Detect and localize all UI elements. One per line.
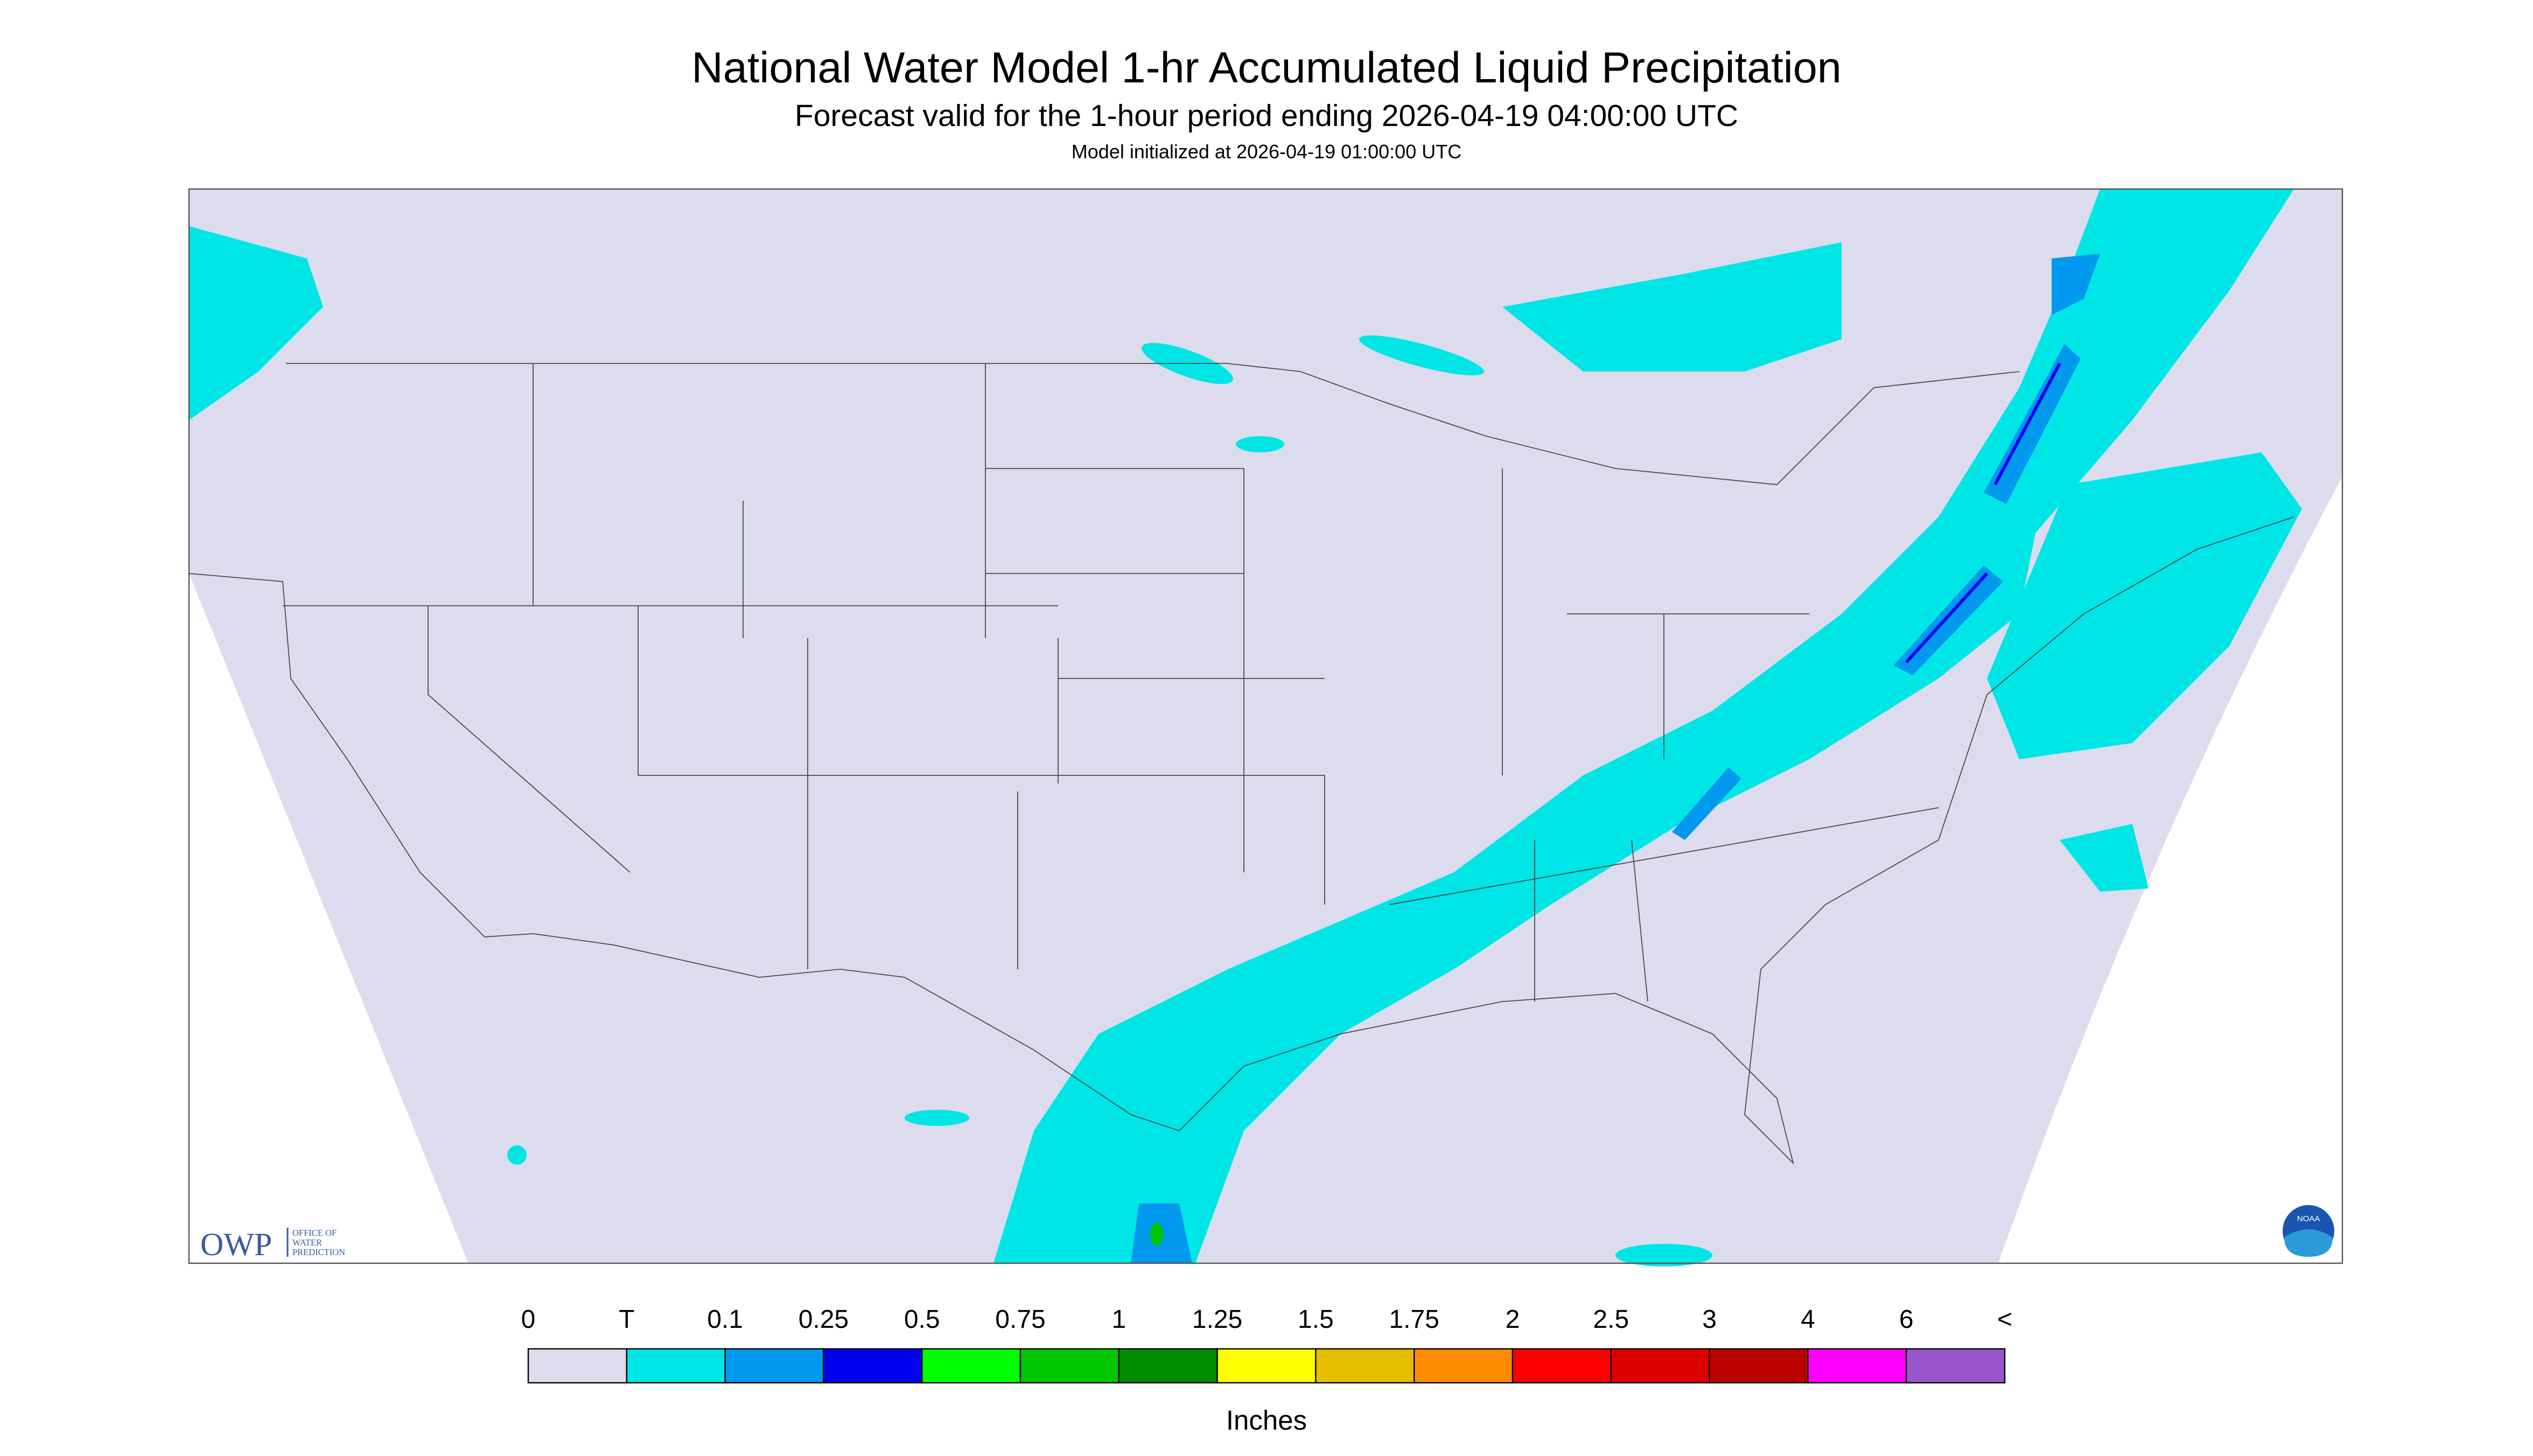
boundaries <box>188 363 2294 1165</box>
legend-label: 1.5 <box>1298 1305 1334 1334</box>
precip-medium <box>1131 254 2100 1264</box>
legend-swatch <box>626 1348 726 1384</box>
legend-swatch <box>823 1348 923 1384</box>
legend-label: 6 <box>1899 1305 1914 1334</box>
init-time: Model initialized at 2026-04-19 01:00:00… <box>1072 141 1461 163</box>
legend-label: 0 <box>521 1305 536 1334</box>
owp-logo: OWP <box>200 1227 272 1262</box>
legend-swatch <box>1019 1348 1120 1384</box>
legend-swatch <box>1905 1348 2006 1384</box>
legend-swatch <box>527 1348 628 1384</box>
title: National Water Model 1-hr Accumulated Li… <box>691 44 1842 92</box>
legend-label: 1.75 <box>1389 1305 1439 1334</box>
legend-label: 0.1 <box>707 1305 743 1334</box>
legend-label: T <box>619 1305 634 1334</box>
legend-swatch <box>1610 1348 1710 1384</box>
legend-swatch <box>1315 1348 1415 1384</box>
precip-light <box>189 189 2302 1267</box>
map-frame <box>188 188 2343 1264</box>
legend-label: 2.5 <box>1593 1305 1629 1334</box>
owp-text: WATER <box>292 1237 322 1248</box>
precip-heavy <box>1905 362 2061 664</box>
legend-swatch <box>1216 1348 1317 1384</box>
precip-very-heavy <box>1150 1223 1163 1246</box>
legend-swatch <box>1807 1348 1907 1384</box>
map: OWP OFFICE OF WATER PREDICTION NOAA <box>188 188 2343 1267</box>
legend-swatch <box>1118 1348 1218 1384</box>
legend: 0 T 0.1 0.25 0.5 0.75 1 1.25 1.5 1.75 2 2.5 3 4 6 < <box>521 1305 2012 1384</box>
legend-label: 3 <box>1702 1305 1717 1334</box>
legend-swatch <box>1709 1348 1809 1384</box>
legend-label: 0.75 <box>995 1305 1045 1334</box>
owp-text: OFFICE OF <box>292 1228 337 1238</box>
legend-swatch <box>1512 1348 1612 1384</box>
legend-label: 4 <box>1801 1305 1815 1334</box>
legend-label: 1.25 <box>1192 1305 1242 1334</box>
legend-label: 1 <box>1111 1305 1126 1334</box>
subtitle: Forecast valid for the 1-hour period end… <box>795 99 1738 133</box>
noaa-wave <box>2284 1229 2333 1257</box>
legend-label: < <box>1997 1305 2012 1334</box>
legend-label: 0.5 <box>904 1305 940 1334</box>
legend-swatch <box>921 1348 1021 1384</box>
legend-label: 0.25 <box>799 1305 849 1334</box>
legend-label: 2 <box>1506 1305 1520 1334</box>
legend-swatch <box>1414 1348 1514 1384</box>
legend-unit: Inches <box>1226 1405 1307 1436</box>
noaa-text: NOAA <box>2297 1214 2320 1223</box>
owp-text: PREDICTION <box>292 1247 345 1257</box>
legend-swatch <box>724 1348 824 1384</box>
